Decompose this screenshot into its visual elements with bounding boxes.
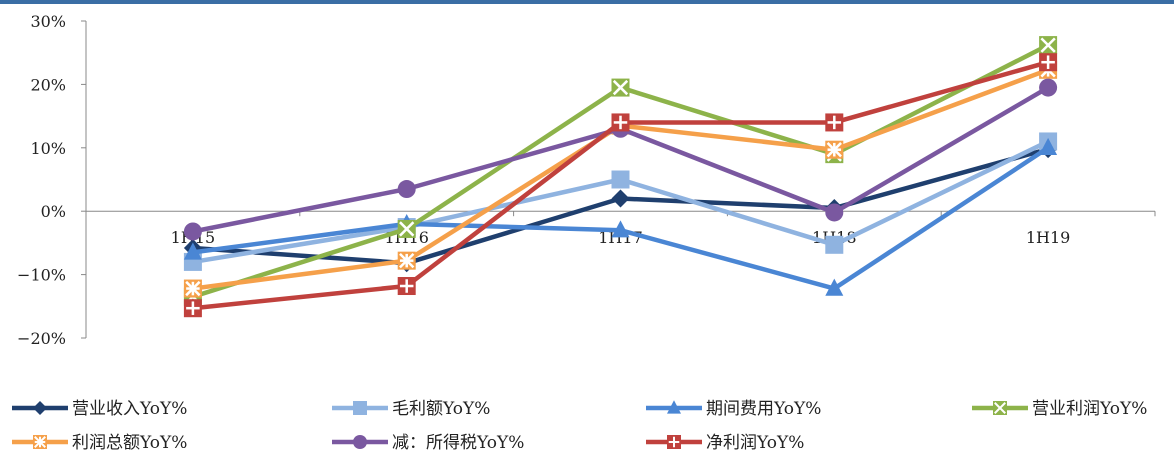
legend-item: 毛利额YoY% bbox=[332, 399, 490, 419]
data-point bbox=[825, 113, 844, 132]
series-line bbox=[190, 145, 1051, 291]
marker-shape bbox=[611, 189, 630, 208]
y-tick-label: 0% bbox=[41, 202, 66, 221]
legend-swatch-marker bbox=[33, 401, 47, 415]
legend-item: 营业利润YoY% bbox=[972, 399, 1147, 419]
marker-shape bbox=[353, 401, 367, 415]
legend-swatch-marker bbox=[353, 435, 367, 449]
legend-label: 期间费用YoY% bbox=[706, 399, 821, 419]
marker-shape bbox=[825, 203, 844, 222]
data-point bbox=[183, 222, 202, 241]
legend-item: 利润总额YoY% bbox=[12, 433, 187, 453]
data-point bbox=[825, 278, 844, 296]
series-3 bbox=[183, 137, 1058, 296]
legend-label: 减：所得税YoY% bbox=[392, 433, 524, 453]
data-point bbox=[1039, 53, 1058, 72]
x-tick-label: 1H19 bbox=[1026, 228, 1071, 247]
legend-label: 毛利额YoY% bbox=[392, 399, 490, 419]
marker-stroke bbox=[1040, 37, 1056, 53]
marker-shape bbox=[825, 235, 844, 254]
data-point bbox=[1039, 78, 1058, 97]
legend-swatch-marker bbox=[33, 435, 47, 449]
y-tick-label: 20% bbox=[30, 75, 66, 94]
legend-item: 减：所得税YoY% bbox=[332, 433, 524, 453]
y-tick-label: −20% bbox=[17, 329, 66, 348]
marker-stroke bbox=[994, 402, 1006, 414]
data-point bbox=[611, 113, 630, 132]
legend-swatch-marker bbox=[353, 401, 367, 415]
y-tick-label: 30% bbox=[30, 12, 66, 31]
data-point bbox=[397, 180, 416, 199]
marker-shape bbox=[611, 170, 630, 189]
marker-shape bbox=[1039, 78, 1058, 97]
legend-label: 净利润YoY% bbox=[706, 433, 804, 453]
data-point bbox=[611, 170, 630, 189]
legend-item: 净利润YoY% bbox=[646, 433, 804, 453]
marker-shape bbox=[183, 222, 202, 241]
marker-shape bbox=[825, 278, 844, 296]
data-point bbox=[183, 279, 202, 298]
data-point bbox=[825, 235, 844, 254]
marker-shape bbox=[183, 242, 202, 260]
data-point bbox=[1039, 137, 1058, 155]
data-point bbox=[397, 251, 416, 270]
data-point bbox=[611, 78, 630, 97]
data-point bbox=[611, 220, 630, 238]
marker-shape bbox=[1039, 137, 1058, 155]
legend-label: 营业收入YoY% bbox=[72, 399, 187, 419]
marker-stroke bbox=[612, 79, 629, 96]
data-point bbox=[183, 299, 202, 318]
series-layer bbox=[183, 36, 1058, 318]
data-point bbox=[397, 219, 416, 238]
legend-swatch-marker bbox=[667, 435, 681, 449]
marker-shape bbox=[611, 220, 630, 238]
data-point bbox=[611, 189, 630, 208]
marker-shape bbox=[353, 435, 367, 449]
marker-stroke bbox=[399, 221, 415, 237]
marker-shape bbox=[397, 180, 416, 199]
data-point bbox=[825, 203, 844, 222]
legend-swatch-marker bbox=[993, 401, 1007, 415]
marker-shape bbox=[33, 401, 47, 415]
data-point bbox=[825, 140, 844, 159]
legend-label: 利润总额YoY% bbox=[72, 433, 187, 453]
data-point bbox=[183, 242, 202, 260]
legend: 营业收入YoY% 毛利额YoY% 期间费用YoY% 营业利润YoY% 利润总额YoY% 减… bbox=[12, 399, 1147, 453]
series-7 bbox=[183, 53, 1058, 318]
legend-item: 营业收入YoY% bbox=[12, 399, 187, 419]
top-rule bbox=[0, 0, 1174, 4]
legend-label: 营业利润YoY% bbox=[1032, 399, 1147, 419]
series-6 bbox=[183, 78, 1058, 241]
marker-shape bbox=[667, 400, 681, 414]
data-point bbox=[397, 277, 416, 296]
data-point bbox=[1039, 36, 1058, 55]
y-tick-label: −10% bbox=[17, 266, 66, 285]
legend-swatch-marker bbox=[667, 400, 681, 414]
y-tick-label: 10% bbox=[30, 139, 66, 158]
legend-item: 期间费用YoY% bbox=[646, 399, 821, 419]
